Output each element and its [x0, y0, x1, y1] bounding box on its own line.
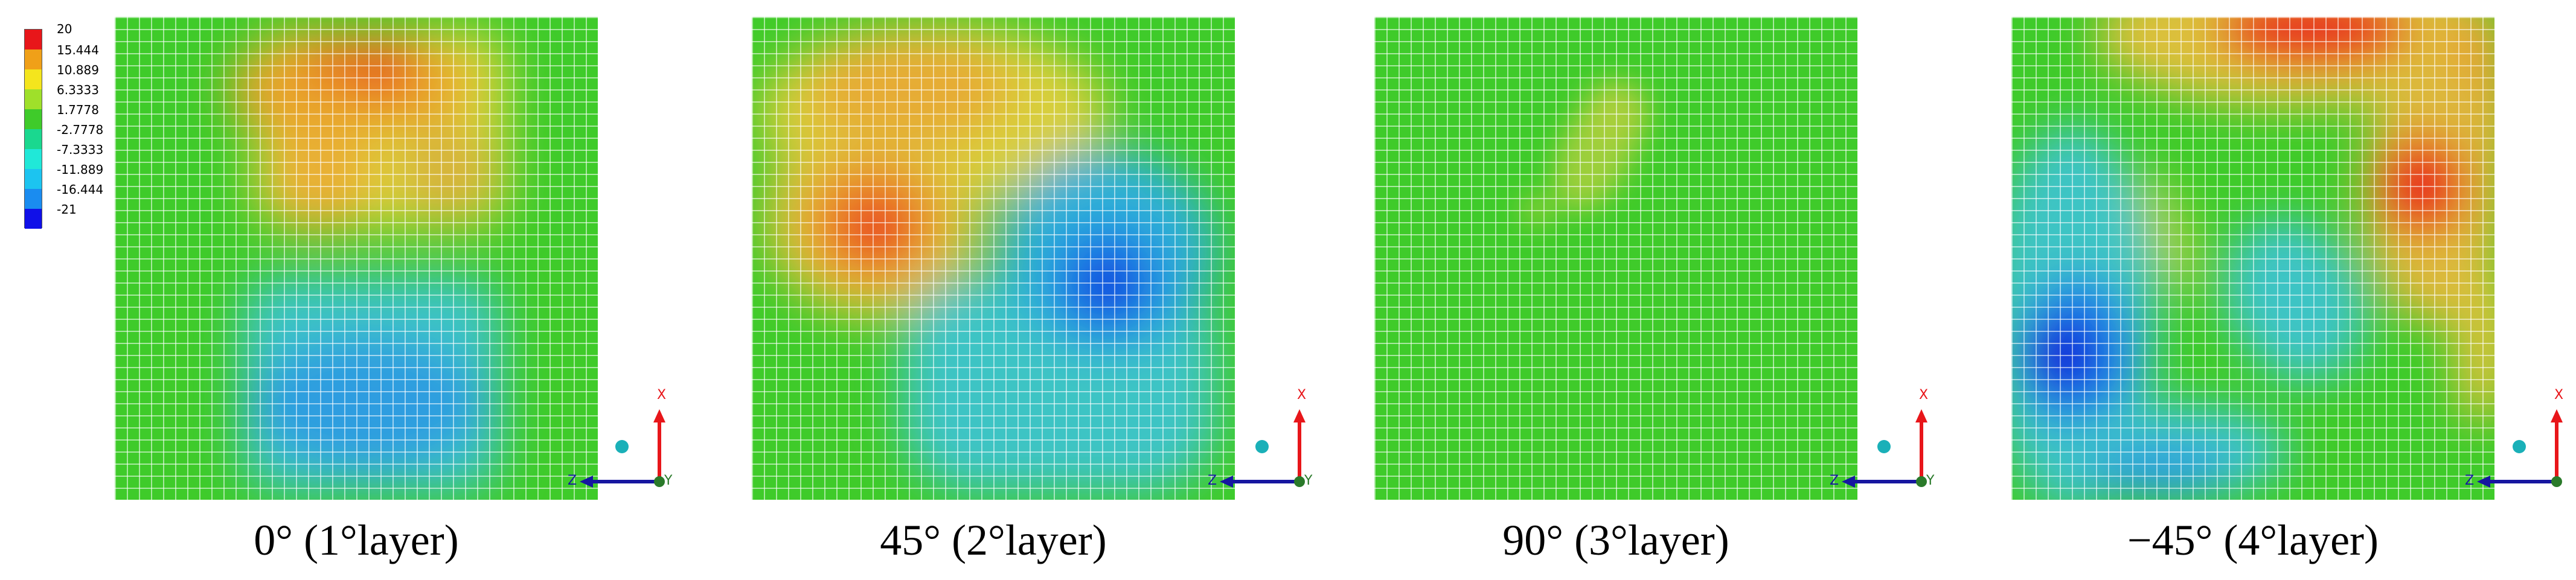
mesh-grid — [1374, 17, 1857, 500]
panel-caption: 90° (3°layer) — [1502, 516, 1729, 564]
axis-label-x: X — [1297, 387, 1307, 403]
legend-tick: 20 — [57, 22, 72, 36]
mesh-grid — [752, 17, 1235, 500]
legend-tick: 6.3333 — [57, 83, 99, 97]
legend-swatch — [25, 89, 42, 109]
legend-swatch — [25, 49, 42, 69]
axis-label-z: Z — [1208, 473, 1217, 488]
legend-swatch — [25, 149, 42, 169]
legend-swatch — [25, 30, 42, 49]
axis-label-y: Y — [1926, 473, 1935, 488]
legend-tick: 10.889 — [57, 63, 99, 77]
legend-swatch — [25, 209, 42, 229]
axis-label-x: X — [2554, 387, 2564, 403]
legend-tick: 1.7778 — [57, 103, 99, 117]
axis-triad: X Z Y — [1830, 374, 1934, 495]
legend-tick: -16.444 — [57, 182, 104, 197]
contour-panel-0deg — [115, 17, 598, 500]
panel-caption: 45° (2°layer) — [880, 516, 1107, 564]
legend-swatch — [25, 109, 42, 129]
mesh-grid — [2011, 17, 2494, 500]
color-legend: 20 15.444 10.889 6.3333 1.7778 -2.7778 -… — [22, 18, 118, 229]
axis-triad: X Z Y — [1208, 374, 1312, 495]
legend-tick: 15.444 — [57, 43, 99, 57]
axis-label-z: Z — [1830, 473, 1839, 488]
legend-swatch — [25, 129, 42, 149]
contour-panel-minus45deg — [2011, 17, 2494, 500]
axis-label-x: X — [1919, 387, 1929, 403]
axis-triad-graphic — [1220, 409, 1306, 488]
axis-label-y: Y — [1304, 473, 1313, 488]
panel-caption: −45° (4°layer) — [2127, 516, 2379, 564]
axis-triad-graphic — [580, 409, 665, 488]
axis-label-x: X — [657, 387, 667, 403]
axis-triad: X Z Y — [568, 374, 672, 495]
axis-label-z: Z — [2465, 473, 2475, 488]
legend-tick: -2.7778 — [57, 123, 104, 137]
contour-panel-45deg — [752, 17, 1235, 500]
legend-tick: -21 — [57, 202, 77, 217]
axis-label-y: Y — [664, 473, 673, 488]
legend-tick: -7.3333 — [57, 142, 104, 157]
axis-triad: X Z — [2465, 374, 2564, 495]
axis-triad-graphic — [1842, 409, 1927, 488]
legend-swatch — [25, 69, 42, 89]
panel-caption: 0° (1°layer) — [254, 516, 459, 564]
legend-swatch — [25, 169, 42, 189]
axis-label-z: Z — [568, 473, 577, 488]
contour-panel-90deg — [1374, 17, 1857, 500]
legend-tick: -11.889 — [57, 162, 104, 177]
mesh-grid — [115, 17, 598, 500]
legend-swatch — [25, 189, 42, 209]
legend-color-bar — [24, 29, 42, 229]
axis-triad-graphic — [2477, 409, 2563, 488]
